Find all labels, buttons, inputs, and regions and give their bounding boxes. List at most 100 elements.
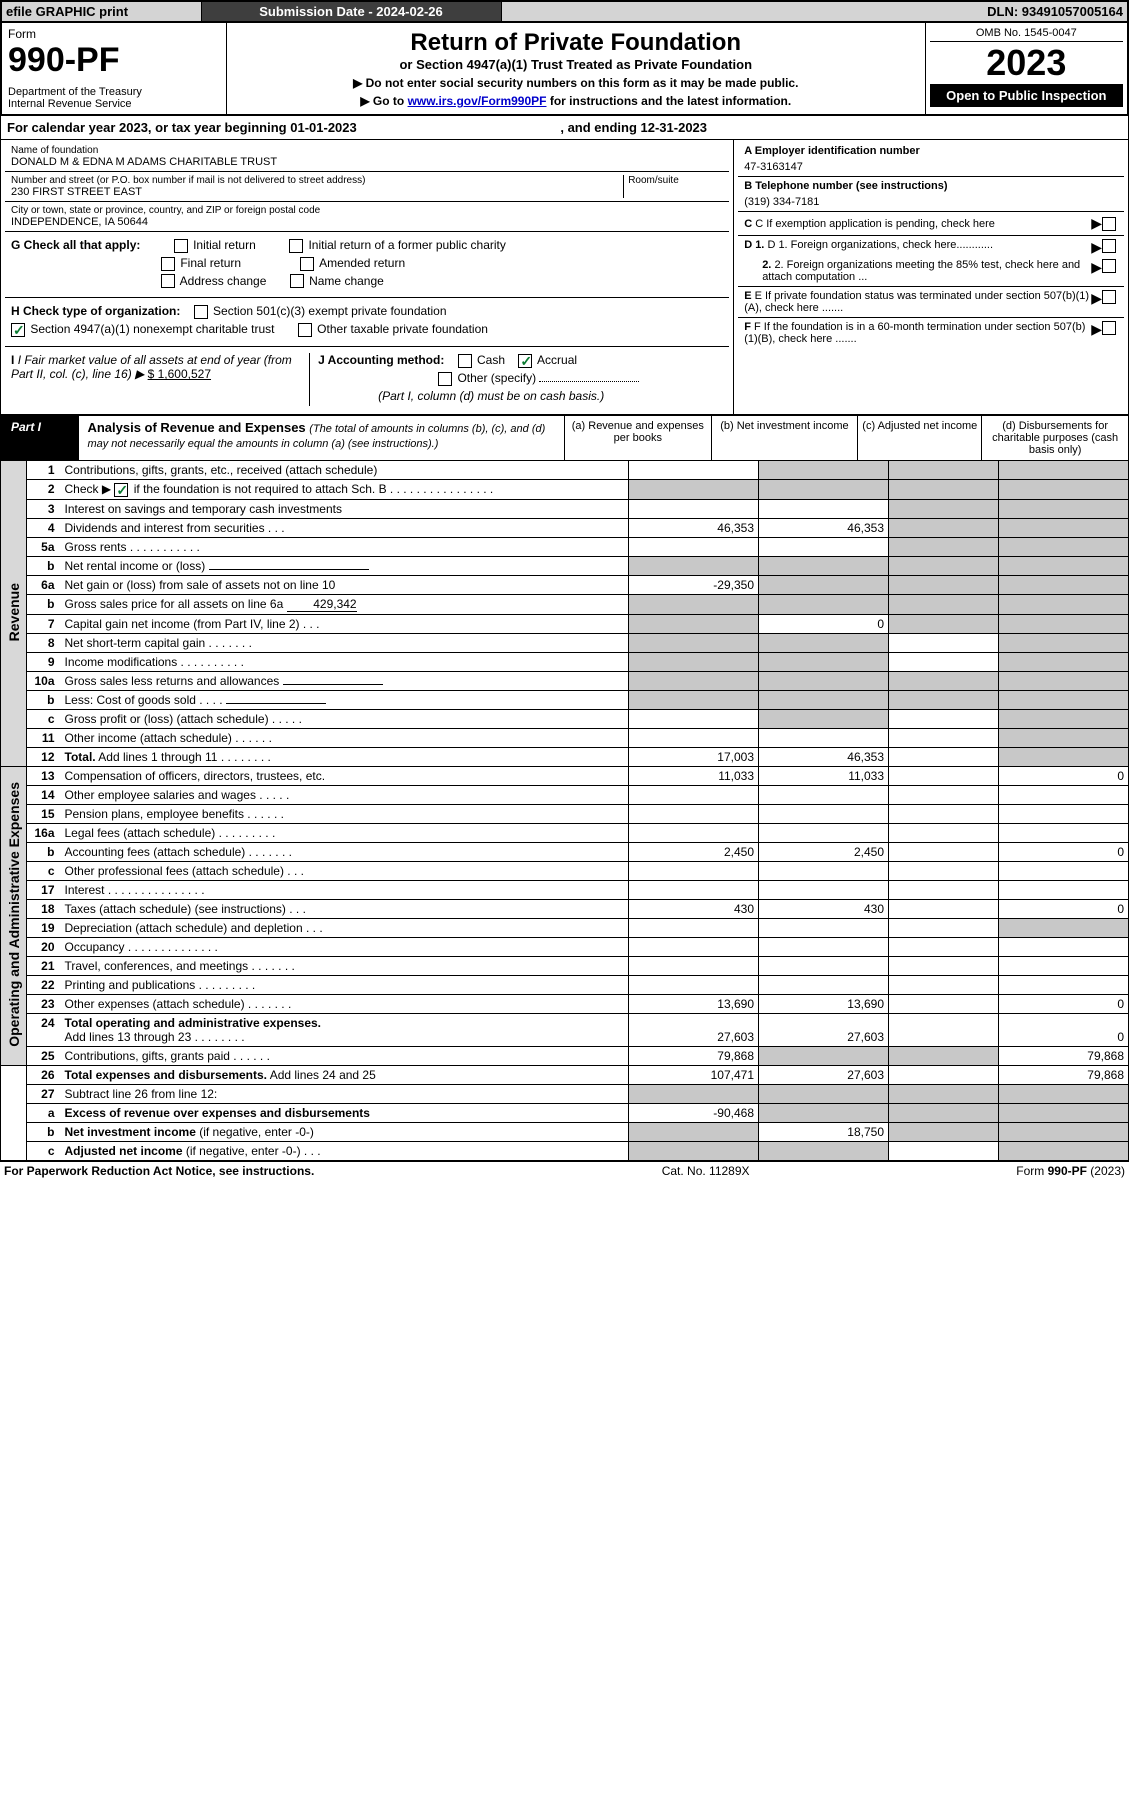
checkbox-c[interactable]: [1102, 217, 1116, 231]
line-6b: bGross sales price for all assets on lin…: [1, 594, 1129, 614]
line-15: 15Pension plans, employee benefits . . .…: [1, 804, 1129, 823]
line-desc: Net rental income or (loss): [61, 556, 629, 575]
line-num: 2: [27, 479, 61, 499]
checkbox-cash[interactable]: [458, 354, 472, 368]
address: 230 FIRST STREET EAST: [11, 186, 623, 198]
g-name: Name change: [309, 274, 384, 288]
line-desc: Check ▶ if the foundation is not require…: [61, 479, 629, 499]
val-a: 2,450: [629, 842, 759, 861]
e-label: E If private foundation status was termi…: [744, 290, 1089, 314]
g-addr: Address change: [180, 274, 267, 288]
checkbox-4947[interactable]: [11, 323, 25, 337]
checkbox-accrual[interactable]: [518, 354, 532, 368]
checkbox-name-change[interactable]: [290, 274, 304, 288]
val-d: 0: [999, 842, 1129, 861]
line-num: 11: [27, 728, 61, 747]
j-note: (Part I, column (d) must be on cash basi…: [378, 389, 723, 403]
line-desc: Other income (attach schedule) . . . . .…: [61, 728, 629, 747]
line-num: 14: [27, 785, 61, 804]
room-label: Room/suite: [628, 175, 723, 186]
form-link[interactable]: www.irs.gov/Form990PF: [408, 94, 547, 108]
line-27a: aExcess of revenue over expenses and dis…: [1, 1103, 1129, 1122]
addr-label: Number and street (or P.O. box number if…: [11, 175, 623, 186]
line-6a: 6aNet gain or (loss) from sale of assets…: [1, 575, 1129, 594]
submission-date: Submission Date - 2024-02-26: [201, 1, 501, 22]
checkbox-initial-former[interactable]: [289, 239, 303, 253]
calyear-end: 12-31-2023: [641, 120, 708, 135]
line-num: 4: [27, 518, 61, 537]
val-a: 79,868: [629, 1046, 759, 1065]
checkbox-final[interactable]: [161, 257, 175, 271]
line-num: 13: [27, 766, 61, 785]
val-b: 430: [759, 899, 889, 918]
instr-pre: ▶ Go to: [360, 94, 407, 108]
line-num: 19: [27, 918, 61, 937]
val-a: 107,471: [629, 1065, 759, 1084]
line-17: 17Interest . . . . . . . . . . . . . . .: [1, 880, 1129, 899]
line-20: 20Occupancy . . . . . . . . . . . . . .: [1, 937, 1129, 956]
checkbox-sch-b[interactable]: [114, 483, 128, 497]
val-a: 46,353: [629, 518, 759, 537]
footer-formref: Form 990-PF (2023): [847, 1161, 1129, 1180]
checkbox-initial[interactable]: [174, 239, 188, 253]
checkbox-other-taxable[interactable]: [298, 323, 312, 337]
part-title: Analysis of Revenue and Expenses: [87, 420, 305, 435]
line-num: b: [27, 690, 61, 709]
line-desc: Pension plans, employee benefits . . . .…: [61, 804, 629, 823]
line-desc: Gross sales price for all assets on line…: [61, 594, 629, 614]
val-b: 11,033: [759, 766, 889, 785]
efile-label[interactable]: efile GRAPHIC print: [1, 1, 201, 22]
val-a: 11,033: [629, 766, 759, 785]
line-desc: Depreciation (attach schedule) and deple…: [61, 918, 629, 937]
expenses-section-label: Operating and Administrative Expenses: [6, 772, 22, 1057]
line-desc: Taxes (attach schedule) (see instruction…: [61, 899, 629, 918]
line-16a: 16aLegal fees (attach schedule) . . . . …: [1, 823, 1129, 842]
city-state-zip: INDEPENDENCE, IA 50644: [11, 216, 723, 228]
line-3: 3Interest on savings and temporary cash …: [1, 499, 1129, 518]
checkbox-d2[interactable]: [1102, 259, 1116, 273]
val-b: 46,353: [759, 518, 889, 537]
checkbox-501c3[interactable]: [194, 305, 208, 319]
val-b: 2,450: [759, 842, 889, 861]
line-2: 2 Check ▶ if the foundation is not requi…: [1, 479, 1129, 499]
line-desc: Subtract line 26 from line 12:: [61, 1084, 629, 1103]
form-word: Form: [8, 27, 220, 41]
line-num: 24: [27, 1013, 61, 1046]
line-5b: bNet rental income or (loss): [1, 556, 1129, 575]
calyear-pre: For calendar year 2023, or tax year begi…: [7, 120, 290, 135]
line-desc: Gross sales less returns and allowances: [61, 671, 629, 690]
calyear-begin: 01-01-2023: [290, 120, 357, 135]
line-24: 24Total operating and administrative exp…: [1, 1013, 1129, 1046]
h-4947: Section 4947(a)(1) nonexempt charitable …: [30, 322, 274, 336]
line-desc: Total operating and administrative expen…: [61, 1013, 629, 1046]
fmv-value: $ 1,600,527: [148, 367, 211, 381]
col-b-header: (b) Net investment income: [711, 415, 858, 460]
line-desc: Gross profit or (loss) (attach schedule)…: [61, 709, 629, 728]
checkbox-f[interactable]: [1102, 321, 1116, 335]
line-desc: Adjusted net income (if negative, enter …: [61, 1141, 629, 1160]
checkbox-addr-change[interactable]: [161, 274, 175, 288]
val-b: 18,750: [759, 1122, 889, 1141]
line-desc: Other professional fees (attach schedule…: [61, 861, 629, 880]
checkbox-e[interactable]: [1102, 290, 1116, 304]
line-26: 26Total expenses and disbursements. Add …: [1, 1065, 1129, 1084]
a-label: A Employer identification number: [744, 145, 1118, 157]
h-other: Other taxable private foundation: [317, 322, 488, 336]
line-desc: Legal fees (attach schedule) . . . . . .…: [61, 823, 629, 842]
line-num: 23: [27, 994, 61, 1013]
line-desc: Net short-term capital gain . . . . . . …: [61, 633, 629, 652]
line-12: 12Total. Add lines 1 through 11 . . . . …: [1, 747, 1129, 766]
line-num: 15: [27, 804, 61, 823]
form-title: Return of Private Foundation: [233, 29, 919, 57]
line-7: 7Capital gain net income (from Part IV, …: [1, 614, 1129, 633]
line-num: b: [27, 594, 61, 614]
line-4: 4Dividends and interest from securities …: [1, 518, 1129, 537]
line-num: 20: [27, 937, 61, 956]
val-a: -90,468: [629, 1103, 759, 1122]
line-25: 25Contributions, gifts, grants paid . . …: [1, 1046, 1129, 1065]
tax-year: 2023: [930, 42, 1123, 84]
checkbox-amended[interactable]: [300, 257, 314, 271]
c-label: C If exemption application is pending, c…: [755, 218, 995, 230]
checkbox-other-method[interactable]: [438, 372, 452, 386]
checkbox-d1[interactable]: [1102, 239, 1116, 253]
